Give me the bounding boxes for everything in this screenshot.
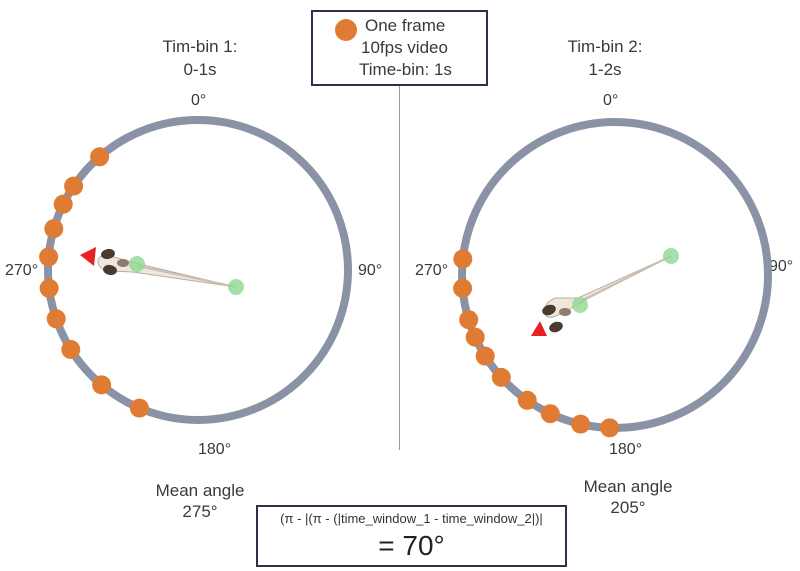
bin1-frame-dot-7: [46, 309, 66, 329]
bin1-label-0: 0°: [191, 92, 207, 109]
legend-line-1: One frame: [365, 16, 446, 35]
bin2-frame-dot-3: [459, 310, 479, 330]
bin1-frame-dot-3: [53, 194, 73, 214]
bin2-red-triangle-icon: [531, 321, 547, 336]
bin2-tail-point: [663, 248, 679, 264]
bin1-label-270: 270°: [5, 262, 39, 279]
bin2-frame-dot-7: [517, 390, 537, 410]
bin2-frame-dot-8: [540, 404, 560, 424]
bin1-ring: [44, 116, 352, 424]
center-divider: [399, 86, 400, 450]
bin2-mean-value: 205°: [610, 498, 646, 517]
bin1-center-point: [129, 256, 145, 272]
bin1-frame-dot-6: [39, 278, 59, 298]
bin1-zebrafish-larva-icon: [97, 248, 244, 295]
bin2-frame-dot-9: [571, 414, 591, 434]
bin2-frame-dot-10: [600, 418, 620, 438]
bin1-frame-dot-2: [64, 176, 84, 196]
formula-result: = 70°: [378, 530, 445, 561]
formula-box: (π - |(π - (|time_window_1 - time_window…: [256, 505, 567, 567]
bin1-red-triangle-icon: [80, 247, 96, 266]
bin2-frame-dot-1: [453, 249, 473, 269]
bin2-frame-dot-4: [465, 327, 485, 347]
bin1-frame-dot-9: [92, 375, 112, 395]
bin1-tail-point: [228, 279, 244, 295]
bin1-mean-label: Mean angle: [155, 481, 245, 500]
bin2-label-0: 0°: [603, 92, 619, 109]
frame-dot-legend-icon: [335, 19, 357, 41]
bin1-title-line2: 0-1s: [183, 60, 217, 79]
bin1-mean-value: 275°: [182, 502, 218, 521]
bin2-zebrafish-larva-icon: [542, 248, 679, 333]
bin1-label-90: 90°: [358, 262, 383, 279]
bin1-label-180: 180°: [198, 441, 232, 458]
bin2-title-line1: Tim-bin 2:: [567, 37, 643, 56]
bin1-frame-dot-10: [129, 398, 149, 418]
bin2-frame-dot-6: [491, 367, 511, 387]
bin2-label-90: 90°: [769, 258, 794, 275]
bin1-frame-dot-5: [39, 247, 59, 267]
legend-line-2: 10fps video: [361, 38, 448, 57]
bin1-frame-dot-1: [90, 147, 110, 167]
bin2-mean-label: Mean angle: [583, 477, 673, 496]
bin2-title-line2: 1-2s: [588, 60, 622, 79]
bin1-title-line1: Tim-bin 1:: [162, 37, 238, 56]
legend-box: One frame 10fps video Time-bin: 1s: [311, 10, 488, 86]
bin2-center-point: [572, 297, 588, 313]
bin2-frame-dot-2: [453, 278, 473, 298]
legend-line-3: Time-bin: 1s: [359, 60, 452, 79]
bin2-label-180: 180°: [609, 441, 643, 458]
bin1-frame-dot-8: [61, 340, 81, 359]
bin1-frame-dot-4: [44, 219, 64, 239]
formula-expression: (π - |(π - (|time_window_1 - time_window…: [280, 511, 543, 526]
bin2-frame-dot-5: [475, 346, 495, 366]
bin2-label-270: 270°: [415, 262, 449, 279]
